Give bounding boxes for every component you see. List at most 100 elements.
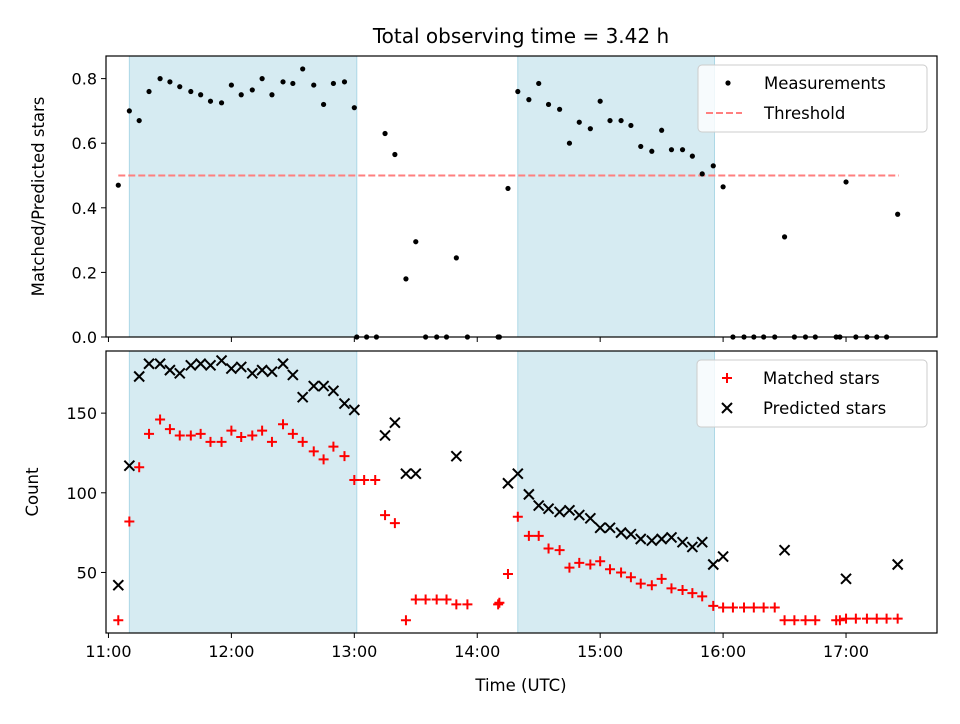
predicted-stars-point: [573, 509, 585, 521]
matched-stars-point: [431, 594, 442, 605]
legend-label: Predicted stars: [763, 399, 886, 418]
legend-label: Threshold: [763, 104, 845, 123]
count-panel: 50 100 150 11:00 12:00 13:00 14:00 15:00 16:00 17…: [23, 350, 938, 661]
axes-frame: [105, 350, 938, 634]
predicted-stars-point: [840, 573, 852, 585]
matched-stars-point: [174, 430, 185, 441]
measurement-point: [320, 101, 327, 108]
matched-stars-point: [226, 425, 237, 436]
predicted-stars-point: [296, 391, 309, 403]
matched-stars-point: [144, 428, 155, 439]
x-tick-label: 16:00: [700, 642, 746, 661]
predicted-stars-point: [655, 533, 668, 545]
matched-stars-point: [287, 428, 298, 439]
y-tick-label: 0.8: [72, 70, 97, 89]
predicted-stars-point: [542, 503, 555, 515]
measurement-point: [238, 92, 244, 98]
measurement-point: [628, 122, 634, 129]
matched-stars-point: [635, 578, 646, 589]
measurement-point: [597, 98, 603, 104]
matched-stars-point: [502, 569, 513, 580]
predicted-stars-point: [348, 404, 361, 416]
x-tick-label: 15:00: [577, 642, 623, 661]
matched-stars-point: [380, 510, 391, 521]
matched-stars-point: [349, 475, 360, 486]
legend: Measurements Threshold: [697, 64, 928, 133]
measurement-point: [679, 147, 686, 153]
predicted-stars-point: [154, 358, 166, 370]
matched-stars-point: [677, 584, 688, 595]
matched-stars-point: [328, 441, 339, 452]
measurement-point: [207, 98, 214, 104]
measurement-point: [177, 84, 183, 90]
y-axis-label: Matched/Predicted stars: [29, 97, 48, 297]
measurement-point: [566, 140, 573, 146]
matched-stars-point: [410, 594, 421, 605]
observing-window: [128, 55, 358, 338]
observing-window: [517, 55, 715, 338]
matched-stars-point: [708, 600, 719, 611]
ratio-panel: 0.0 0.2 0.4 0.6 0.8 Matched/Predicted stars Me…: [29, 55, 938, 347]
measurement-point: [259, 76, 265, 82]
measurement-point: [638, 143, 644, 150]
y-tick-label: 150: [66, 404, 97, 423]
matched-stars-point: [834, 615, 845, 626]
predicted-stars-point: [174, 367, 186, 380]
predicted-stars-point: [338, 397, 351, 410]
measurement-point: [536, 80, 542, 87]
matched-stars-point: [646, 580, 657, 591]
predicted-stars-point: [133, 370, 145, 383]
predicted-stars-point: [215, 354, 228, 367]
legend-dot-marker: [725, 80, 731, 86]
predicted-stars-point: [164, 364, 176, 376]
predicted-stars-point: [594, 522, 606, 534]
matched-stars-point: [278, 419, 289, 430]
matched-stars-point: [718, 602, 729, 613]
measurement-point: [249, 87, 255, 93]
measurement-point: [649, 148, 655, 154]
measurement-point: [403, 276, 409, 282]
measurement-point: [341, 79, 348, 85]
x-tick-label: 17:00: [823, 642, 869, 661]
matched-stars-point: [124, 516, 135, 527]
matched-stars-point: [164, 424, 175, 435]
matched-stars-point: [462, 599, 473, 610]
legend-box: [697, 64, 928, 133]
matched-stars-point: [247, 430, 258, 441]
matched-stars-point: [308, 446, 319, 457]
matched-stars-point: [841, 613, 852, 624]
measurement-point: [781, 234, 788, 240]
predicted-stars-point: [389, 416, 401, 429]
observing-window: [128, 350, 358, 634]
measurement-point: [198, 92, 204, 98]
matched-stars-point: [257, 425, 268, 436]
predicted-stars-point: [717, 550, 729, 563]
measurement-point: [188, 88, 194, 95]
chart-title: Total observing time = 3.42 h: [372, 24, 669, 48]
measurement-point: [351, 105, 357, 111]
matched-stars-point: [769, 602, 780, 613]
matched-stars-point: [656, 573, 667, 584]
y-axis-label: Count: [23, 467, 42, 517]
matched-stars-point: [512, 511, 523, 522]
predicted-stars-point: [553, 506, 566, 518]
predicted-stars-point: [235, 361, 247, 373]
matched-stars-point: [134, 462, 145, 473]
measurement-point: [136, 117, 142, 124]
matched-stars-point: [564, 562, 575, 573]
predicted-stars-point: [410, 467, 422, 480]
measurement-point: [710, 163, 716, 169]
matched-stars-point: [370, 475, 381, 486]
y-tick-label: 0.0: [72, 328, 97, 347]
measurement-point: [269, 92, 275, 98]
measurement-point: [720, 184, 726, 190]
predicted-stars-point: [635, 533, 647, 545]
measurement-point: [668, 147, 675, 153]
predicted-stars-point: [523, 488, 535, 501]
measurement-point: [218, 100, 225, 106]
measurement-point: [659, 127, 665, 133]
measurement-point: [290, 80, 296, 87]
matched-stars-point: [339, 451, 350, 462]
matched-stars-point: [493, 599, 504, 610]
